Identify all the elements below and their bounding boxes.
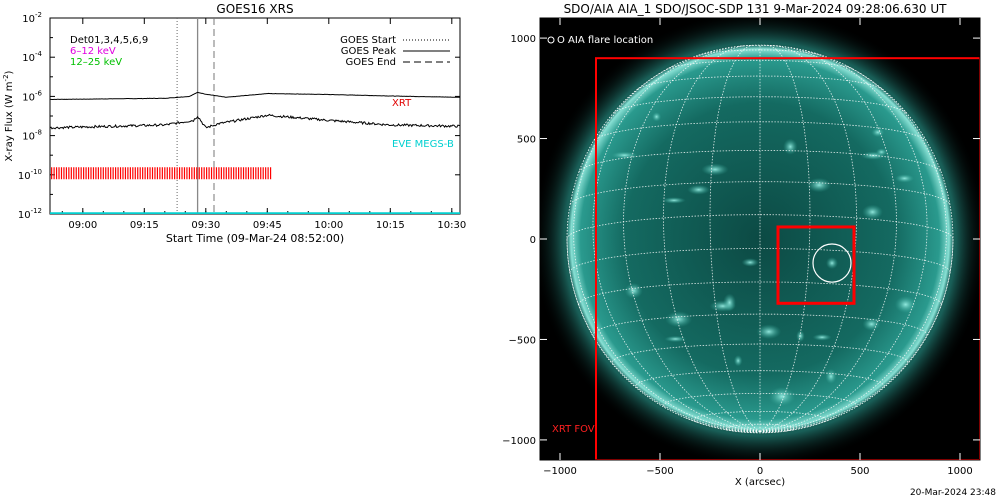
longitude-line (759, 238, 954, 432)
longitude-line (573, 64, 761, 432)
y-tick-label: 10-12 (18, 207, 42, 221)
x-axis-label: Start Time (09-Mar-24 08:52:00) (166, 232, 344, 245)
active-region-glow (768, 386, 796, 407)
flare-brightening (826, 257, 838, 270)
active-region-glow (651, 111, 662, 122)
latitude-line (635, 370, 885, 389)
detector-legend: Det01,3,4,5,6,9 (70, 35, 148, 46)
heliographic-grid (566, 44, 954, 434)
active-region-glow (806, 177, 832, 193)
active-region-glow (895, 174, 915, 183)
y-tick-label: 10-10 (18, 168, 42, 182)
x-tick-label: 10:15 (376, 220, 405, 231)
series-line-1 (50, 113, 460, 130)
image-y-tick-label: 500 (517, 135, 536, 146)
image-y-tick-label: 0 (530, 235, 536, 246)
longitude-line (759, 430, 766, 434)
longitude-line (759, 44, 811, 432)
image-y-tick-label: 1000 (511, 34, 536, 45)
image-x-tick-label: 0 (757, 466, 763, 477)
longitude-line (623, 46, 761, 432)
flare-location-legend: O AIA flare location (557, 35, 653, 46)
latitude-line (578, 281, 942, 305)
longitude-line (759, 46, 897, 432)
image-y-tick-label: −500 (509, 335, 536, 346)
flare-region-box (776, 225, 856, 305)
active-region-glow (796, 330, 805, 343)
active-region-glow (875, 148, 888, 156)
x-tick-label: 10:30 (437, 220, 466, 231)
legend-goes-start: GOES Start (340, 35, 396, 46)
active-region-glow (665, 311, 693, 328)
y-tick-label: 10-6 (22, 89, 42, 103)
image-title: SDO/AIA AIA_1 SDO/JSOC-SDP 131 9-Mar-202… (564, 2, 948, 16)
series-label-eve: EVE MEGS-B (392, 139, 454, 150)
xrt-fov-label: XRT FOV (552, 424, 595, 435)
latitude-line (693, 411, 827, 423)
y-tick-label: 10-8 (22, 129, 42, 143)
active-region-glow (825, 368, 837, 384)
legend-goes-peak: GOES Peak (341, 46, 396, 57)
active-region-glow (862, 317, 881, 331)
x-tick-label: 09:30 (191, 220, 220, 231)
image-x-axis-label: X (arcsec) (735, 477, 785, 488)
x-tick-label: 09:15 (130, 220, 159, 231)
active-region-glow (812, 333, 832, 341)
active-region-glow (756, 324, 782, 340)
series-label-xrt: XRT (392, 98, 412, 109)
latitude-line (613, 96, 907, 113)
footer-timestamp: 20-Mar-2024 23:48 (910, 488, 996, 498)
flare-legend-symbol (547, 36, 555, 44)
y-tick-label: 10-2 (22, 11, 42, 25)
y-axis-label: X-ray Flux (W m-2) (2, 70, 15, 161)
image-x-tick-label: 500 (850, 466, 869, 477)
active-region-glow (664, 335, 687, 343)
x-tick-label: 09:00 (68, 220, 97, 231)
active-region-glow (741, 258, 759, 267)
band-legend-low: 6–12 keV (70, 46, 116, 57)
aia-image-panel: SDO/AIA AIA_1 SDO/JSOC-SDP 131 9-Mar-202… (502, 2, 981, 488)
longitude-line (759, 45, 857, 432)
legend-goes-end: GOES End (346, 57, 396, 68)
image-x-tick-label: 1000 (947, 466, 972, 477)
latitude-line (663, 393, 857, 409)
active-region-glow (662, 197, 686, 204)
goes-xrs-chart: GOES16 XRS 10-2 10-4 10-6 10-8 10-10 10-12 09… (2, 2, 466, 245)
plot-marks (50, 18, 460, 214)
longitude-line (709, 44, 761, 432)
active-region-glow (783, 138, 798, 155)
active-region-glow (624, 282, 643, 299)
active-region-glow (723, 293, 736, 312)
active-region-glow (894, 295, 917, 314)
active-region-glow (871, 127, 885, 138)
latitude-line (578, 150, 942, 173)
x-tick-label: 09:45 (253, 220, 282, 231)
band-legend-high: 12–25 keV (70, 57, 122, 68)
flare-location-circle (812, 243, 852, 283)
image-x-tick-label: −500 (646, 466, 673, 477)
longitude-line (759, 49, 928, 432)
longitude-line (592, 49, 761, 432)
active-region-glow (687, 184, 710, 195)
longitude-line (759, 64, 947, 432)
active-region-glow (733, 355, 743, 367)
y-tick-label: 10-4 (22, 50, 42, 64)
active-region-glow (862, 204, 883, 220)
image-y-tick-labels: 1000 500 0 −500 −1000 (502, 34, 980, 447)
active-region-glow (701, 163, 729, 176)
chart-title: GOES16 XRS (216, 2, 293, 16)
xrt-observation-marks (51, 167, 272, 180)
longitude-line (566, 238, 761, 432)
limb-line (566, 44, 954, 434)
image-x-tick-labels: −1000 −500 0 500 1000 (543, 18, 973, 477)
image-x-tick-label: −1000 (543, 466, 577, 477)
plot-frame (49, 17, 461, 215)
latitude-line (666, 59, 854, 70)
longitude-line (663, 45, 761, 432)
x-tick-label: 10:00 (314, 220, 343, 231)
image-y-tick-label: −1000 (502, 436, 536, 447)
series-line-0 (50, 91, 460, 101)
